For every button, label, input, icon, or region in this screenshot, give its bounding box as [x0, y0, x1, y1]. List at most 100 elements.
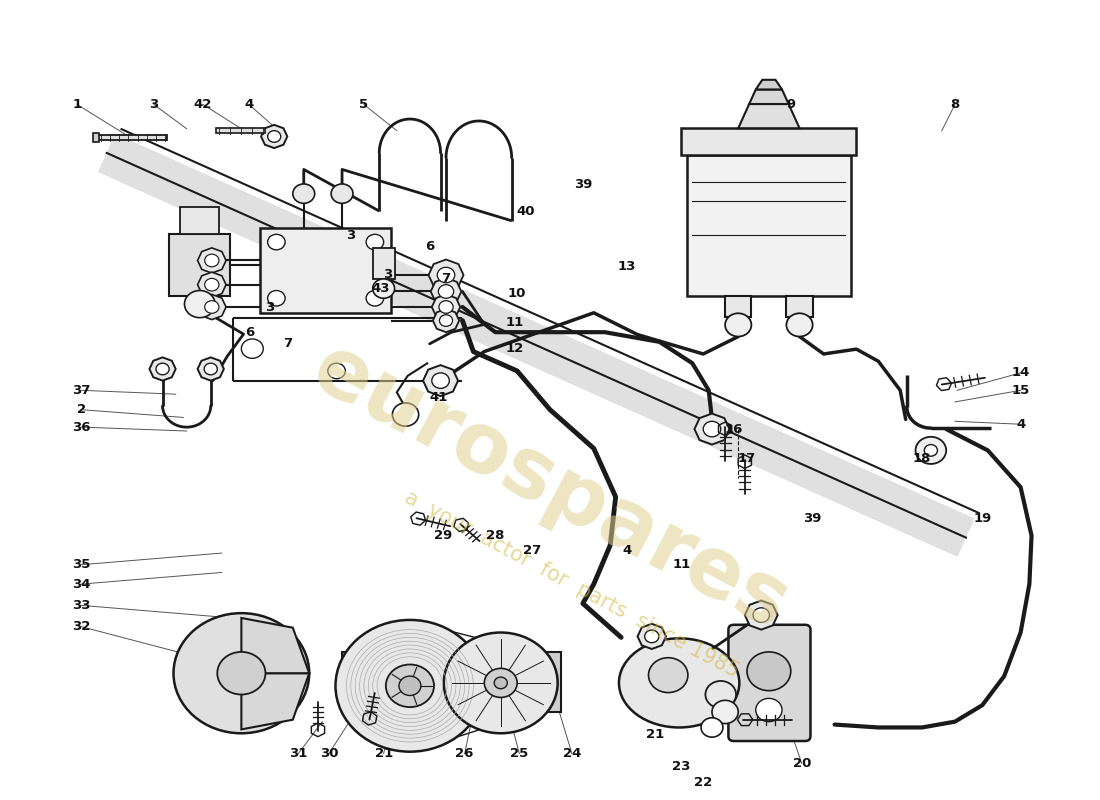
Text: 24: 24 [563, 747, 581, 760]
Polygon shape [694, 414, 729, 445]
Circle shape [924, 445, 937, 456]
Ellipse shape [619, 638, 739, 727]
Text: 32: 32 [73, 620, 91, 634]
Polygon shape [198, 272, 226, 298]
Circle shape [649, 658, 688, 693]
Circle shape [393, 403, 419, 426]
Polygon shape [150, 358, 176, 381]
Text: 4: 4 [1016, 418, 1025, 430]
Circle shape [267, 290, 285, 306]
Text: 35: 35 [73, 558, 91, 571]
Circle shape [443, 633, 558, 734]
Text: 13: 13 [617, 260, 636, 273]
Text: 7: 7 [441, 272, 451, 286]
Circle shape [205, 363, 218, 375]
Text: 26: 26 [455, 747, 474, 760]
Text: 41: 41 [429, 390, 448, 403]
Text: 21: 21 [374, 747, 393, 760]
Text: 36: 36 [73, 421, 91, 434]
Text: 10: 10 [508, 287, 527, 300]
Polygon shape [429, 259, 463, 290]
Circle shape [241, 339, 263, 358]
FancyBboxPatch shape [686, 155, 851, 296]
Circle shape [205, 254, 219, 266]
Circle shape [267, 130, 280, 142]
Text: 3: 3 [265, 302, 274, 314]
Circle shape [440, 314, 452, 326]
Polygon shape [241, 674, 309, 730]
Polygon shape [433, 309, 459, 332]
Circle shape [645, 630, 659, 642]
Text: 5: 5 [360, 98, 368, 111]
Polygon shape [96, 134, 167, 140]
Circle shape [386, 665, 434, 707]
Circle shape [185, 290, 216, 318]
Polygon shape [432, 294, 460, 319]
Text: 11: 11 [506, 316, 524, 329]
Text: 39: 39 [573, 178, 592, 191]
Circle shape [432, 373, 449, 388]
FancyBboxPatch shape [728, 625, 811, 741]
Circle shape [218, 652, 265, 694]
Circle shape [205, 278, 219, 291]
Text: 25: 25 [510, 747, 528, 760]
Text: 19: 19 [974, 512, 991, 525]
Polygon shape [342, 652, 561, 712]
Polygon shape [745, 601, 778, 630]
Circle shape [336, 620, 484, 752]
Text: 23: 23 [672, 760, 691, 773]
Text: 17: 17 [738, 452, 756, 465]
Text: 6: 6 [245, 326, 255, 338]
Polygon shape [786, 296, 813, 317]
Text: 4: 4 [244, 98, 254, 111]
Text: 20: 20 [792, 757, 811, 770]
Circle shape [915, 437, 946, 464]
FancyBboxPatch shape [180, 207, 220, 234]
Circle shape [174, 613, 309, 734]
Circle shape [439, 301, 453, 314]
Text: 28: 28 [486, 529, 505, 542]
Text: 2: 2 [77, 403, 86, 416]
Circle shape [754, 608, 769, 622]
Circle shape [484, 668, 517, 698]
Polygon shape [198, 358, 224, 381]
Circle shape [156, 363, 169, 375]
Polygon shape [638, 624, 666, 649]
Polygon shape [756, 80, 782, 90]
Polygon shape [198, 294, 226, 319]
Text: 18: 18 [913, 452, 932, 465]
FancyBboxPatch shape [260, 227, 392, 313]
Text: a  your  actor  for  parts  since 1985: a your actor for parts since 1985 [402, 487, 742, 681]
Circle shape [703, 422, 720, 437]
Text: 27: 27 [524, 544, 541, 557]
Polygon shape [217, 128, 265, 133]
Circle shape [267, 234, 285, 250]
Text: 30: 30 [320, 747, 338, 760]
Text: 31: 31 [289, 747, 308, 760]
Text: 11: 11 [672, 558, 691, 571]
Text: 40: 40 [517, 205, 536, 218]
Polygon shape [738, 104, 800, 128]
Polygon shape [92, 133, 99, 142]
Polygon shape [431, 278, 461, 305]
Circle shape [701, 718, 723, 737]
Text: 22: 22 [694, 776, 713, 789]
Circle shape [366, 290, 384, 306]
Polygon shape [749, 90, 789, 104]
Text: 6: 6 [425, 241, 435, 254]
Circle shape [494, 677, 507, 689]
Circle shape [786, 314, 813, 337]
FancyBboxPatch shape [373, 248, 395, 279]
Polygon shape [241, 618, 309, 674]
Text: 9: 9 [786, 98, 795, 111]
Text: 29: 29 [433, 529, 452, 542]
FancyBboxPatch shape [169, 234, 230, 296]
Circle shape [399, 676, 421, 695]
Text: 42: 42 [194, 98, 212, 111]
Circle shape [756, 698, 782, 722]
Text: 43: 43 [371, 282, 389, 295]
Text: 3: 3 [150, 98, 158, 111]
Text: 3: 3 [384, 267, 393, 281]
Circle shape [747, 652, 791, 690]
Text: 1: 1 [73, 98, 81, 111]
